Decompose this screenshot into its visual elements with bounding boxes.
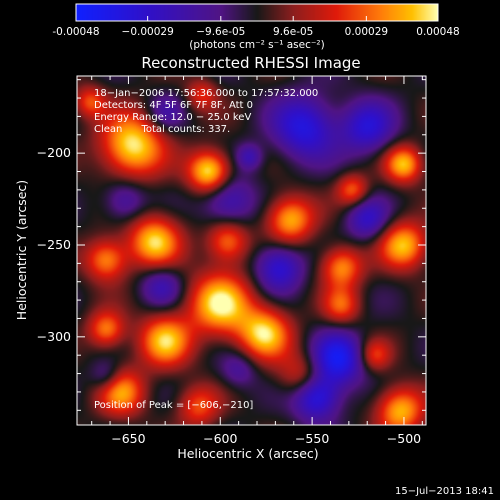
colorbar-tick-label: 9.6e-05	[273, 26, 313, 38]
colorbar-units: (photons cm⁻² s⁻¹ asec⁻²)	[189, 39, 324, 51]
colorbar-tick-label: −0.00029	[122, 26, 174, 38]
observation-info: 18−Jan−2006 17:56:36.000 to 17:57:32.000…	[94, 88, 318, 135]
y-tick-label: −250	[37, 237, 71, 252]
colorbar-tick-label: −9.6e-05	[196, 26, 245, 38]
y-axis-label: Heliocentric Y (arcsec)	[14, 180, 29, 320]
plot-frame	[76, 75, 427, 426]
peak-position-label: Position of Peak = [−606,−210]	[94, 400, 253, 411]
info-line-counts: Clean Total counts: 337.	[94, 124, 230, 135]
x-tick-label: −650	[111, 431, 145, 446]
footer-timestamp: 15−Jul−2013 18:41	[395, 486, 494, 497]
y-tick-label: −200	[37, 145, 71, 160]
colorbar-tick-label: 0.00029	[345, 26, 388, 38]
x-tick-label: −600	[203, 431, 237, 446]
colorbar-tick-label: -0.00048	[52, 26, 99, 38]
heatmap-image	[77, 76, 426, 425]
info-line-energy-range: Energy Range: 12.0 − 25.0 keV	[94, 112, 251, 123]
info-line-time-range: 18−Jan−2006 17:56:36.000 to 17:57:32.000	[94, 88, 318, 99]
plot-area: −650 −600 −550 −500 −200 −250 −300	[37, 75, 427, 446]
colorbar-frame	[75, 3, 439, 22]
y-tick-label: −300	[37, 329, 71, 344]
chart-title: Reconstructed RHESSI Image	[141, 54, 360, 72]
colorbar: -0.00048 −0.00029 −9.6e-05 9.6e-05 0.00029 0.…	[52, 3, 460, 51]
colorbar-gradient	[76, 4, 438, 21]
colorbar-tick-label: 0.00048	[416, 26, 459, 38]
info-line-detectors: Detectors: 4F 5F 6F 7F 8F, Att 0	[94, 100, 253, 111]
x-tick-label: −550	[295, 431, 329, 446]
x-axis-label: Heliocentric X (arcsec)	[177, 446, 318, 461]
x-tick-label: −500	[387, 431, 421, 446]
